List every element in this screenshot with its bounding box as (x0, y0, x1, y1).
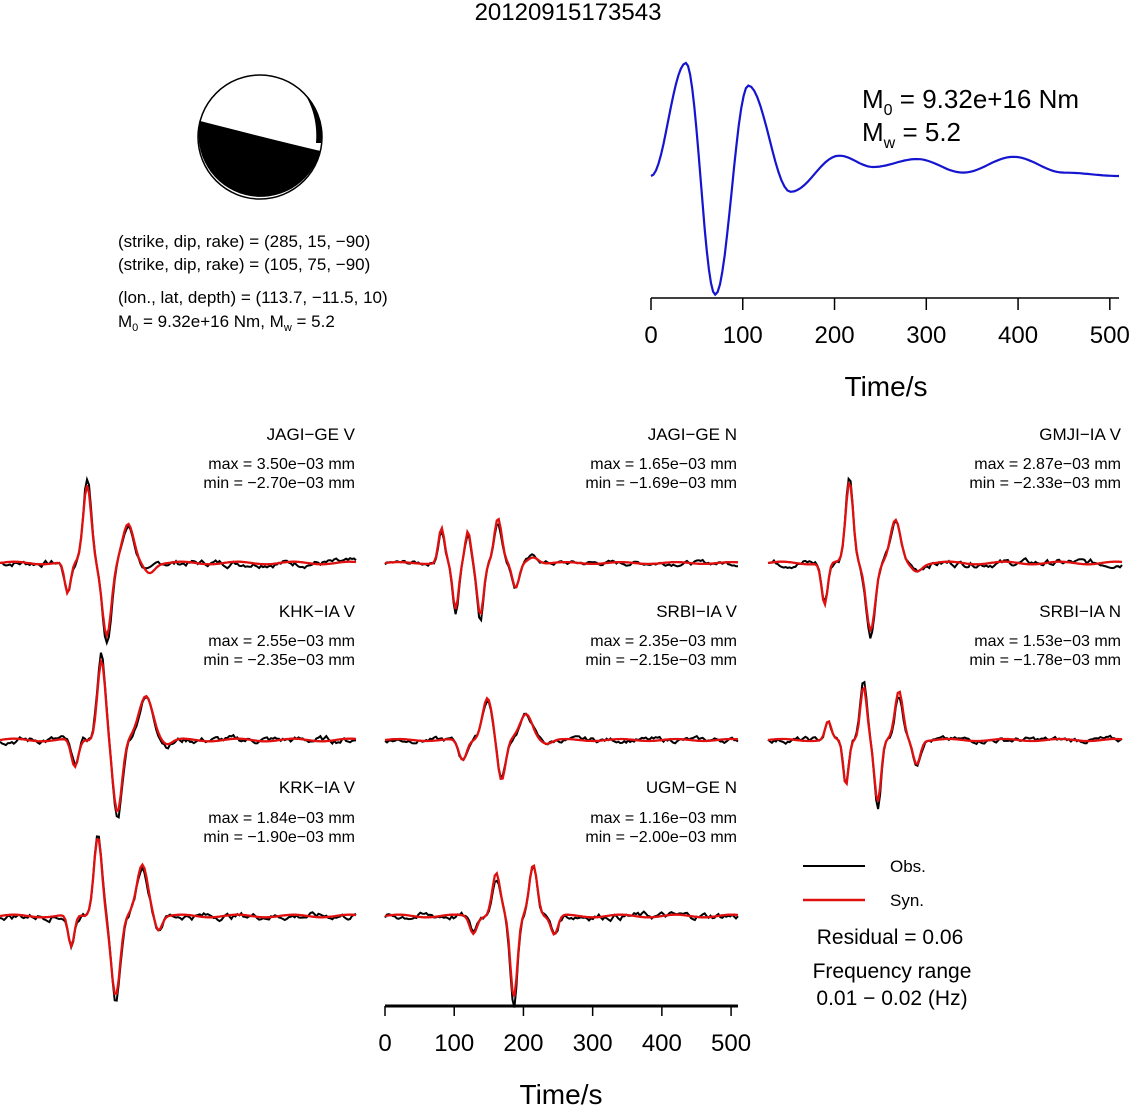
station-panel: KHK−IA V max = 2.55e−03 mm min = −2.35e−03… (0, 602, 357, 819)
residual-label: Residual = 0.06 (817, 926, 964, 949)
station-min-amplitude: min = −2.00e−03 mm (585, 829, 737, 846)
moment-summary: M0 = 9.32e+16 Nm, Mw = 5.2 (118, 312, 335, 334)
nodal-plane-1: (strike, dip, rake) = (285, 15, −90) (118, 232, 370, 251)
stf-tick-label: 300 (906, 322, 946, 349)
waveform-tick-label: 400 (642, 1030, 682, 1057)
beachball-icon (197, 74, 323, 200)
station-max-amplitude: max = 2.55e−03 mm (208, 633, 355, 650)
station-panel: JAGI−GE N max = 1.65e−03 mm min = −1.69e−0… (384, 425, 739, 623)
nodal-plane-2: (strike, dip, rake) = (105, 75, −90) (118, 255, 370, 274)
station-name: KHK−IA V (279, 602, 356, 621)
station-min-amplitude: min = −1.78e−03 mm (969, 652, 1121, 669)
synthetic-waveform (767, 685, 1123, 802)
station-max-amplitude: max = 2.87e−03 mm (974, 456, 1121, 473)
synthetic-waveform (767, 480, 1123, 634)
station-max-amplitude: max = 1.16e−03 mm (590, 810, 737, 827)
legend-synthetic-label: Syn. (890, 891, 924, 910)
station-name: SRBI−IA N (1039, 602, 1121, 621)
station-max-amplitude: max = 1.65e−03 mm (590, 456, 737, 473)
synthetic-waveform (0, 838, 357, 995)
station-panel: UGM−GE N max = 1.16e−03 mm min = −2.00e−03… (384, 778, 739, 1008)
focal-mechanism-info: (strike, dip, rake) = (285, 15, −90) (st… (118, 232, 388, 334)
station-panel: GMJI−IA V max = 2.87e−03 mm min = −2.33e−0… (767, 425, 1123, 639)
waveform-tick-label: 300 (573, 1030, 613, 1057)
waveform-time-axis: 0 100 200 300 400 500 Time/s (378, 1004, 751, 1106)
observed-waveform (767, 680, 1123, 810)
station-max-amplitude: max = 1.84e−03 mm (208, 810, 355, 827)
station-name: JAGI−GE N (648, 425, 737, 444)
stf-tick-label: 400 (998, 322, 1038, 349)
station-name: UGM−GE N (646, 778, 737, 797)
station-max-amplitude: max = 3.50e−03 mm (208, 456, 355, 473)
synthetic-waveform (384, 517, 739, 616)
station-name: SRBI−IA V (656, 602, 737, 621)
station-max-amplitude: max = 2.35e−03 mm (590, 633, 737, 650)
station-name: JAGI−GE V (267, 425, 356, 444)
waveform-tick-label: 500 (711, 1030, 751, 1057)
station-min-amplitude: min = −2.33e−03 mm (969, 475, 1121, 492)
station-panel: SRBI−IA N max = 1.53e−03 mm min = −1.78e−0… (767, 602, 1123, 810)
station-min-amplitude: min = −2.15e−03 mm (585, 652, 737, 669)
stf-tick-label: 500 (1090, 322, 1130, 349)
station-min-amplitude: min = −1.69e−03 mm (585, 475, 737, 492)
synthetic-waveform (384, 696, 739, 781)
stf-tick-label: 100 (723, 322, 763, 349)
stf-x-axis-label: Time/s (845, 371, 928, 402)
station-min-amplitude: min = −2.35e−03 mm (203, 652, 355, 669)
observed-waveform (0, 835, 357, 1002)
source-location: (lon., lat, depth) = (113.7, −11.5, 10) (118, 288, 388, 307)
station-name: GMJI−IA V (1039, 425, 1121, 444)
waveform-x-axis-label: Time/s (520, 1079, 603, 1106)
frequency-range-value: 0.01 − 0.02 (Hz) (816, 987, 967, 1010)
station-panel: SRBI−IA V max = 2.35e−03 mm min = −2.15e−0… (384, 602, 739, 781)
source-time-function-plot: 0 100 200 300 400 500 M0 = 9.32e+16 Nm Mw = 5… (644, 61, 1130, 402)
station-min-amplitude: min = −1.90e−03 mm (203, 829, 355, 846)
stf-line (650, 61, 1119, 297)
legend-observed-label: Obs. (890, 857, 926, 876)
stf-tick-label: 200 (815, 322, 855, 349)
stf-tick-label: 0 (644, 322, 657, 349)
waveform-tick-label: 200 (503, 1030, 543, 1057)
station-max-amplitude: max = 1.53e−03 mm (974, 633, 1121, 650)
waveform-tick-label: 100 (434, 1030, 474, 1057)
observed-waveform (384, 865, 739, 1008)
waveform-tick-label: 0 (378, 1030, 391, 1057)
station-panel: KRK−IA V max = 1.84e−03 mm min = −1.90e−03… (0, 778, 357, 1002)
stf-moment-label: M0 = 9.32e+16 Nm (862, 84, 1079, 119)
stf-magnitude-label: Mw = 5.2 (862, 117, 961, 152)
station-panel: JAGI−GE V max = 3.50e−03 mm min = −2.70e−0… (0, 425, 357, 646)
synthetic-waveform (384, 863, 739, 997)
figure-title: 20120915173543 (475, 0, 662, 26)
legend: Obs. Syn. (803, 857, 926, 910)
synthetic-waveform (0, 657, 357, 814)
station-min-amplitude: min = −2.70e−03 mm (203, 475, 355, 492)
frequency-range-label: Frequency range (813, 960, 972, 983)
synthetic-waveform (0, 485, 357, 640)
station-name: KRK−IA V (279, 778, 356, 797)
waveform-panels: JAGI−GE V max = 3.50e−03 mm min = −2.70e−0… (0, 425, 1123, 1008)
